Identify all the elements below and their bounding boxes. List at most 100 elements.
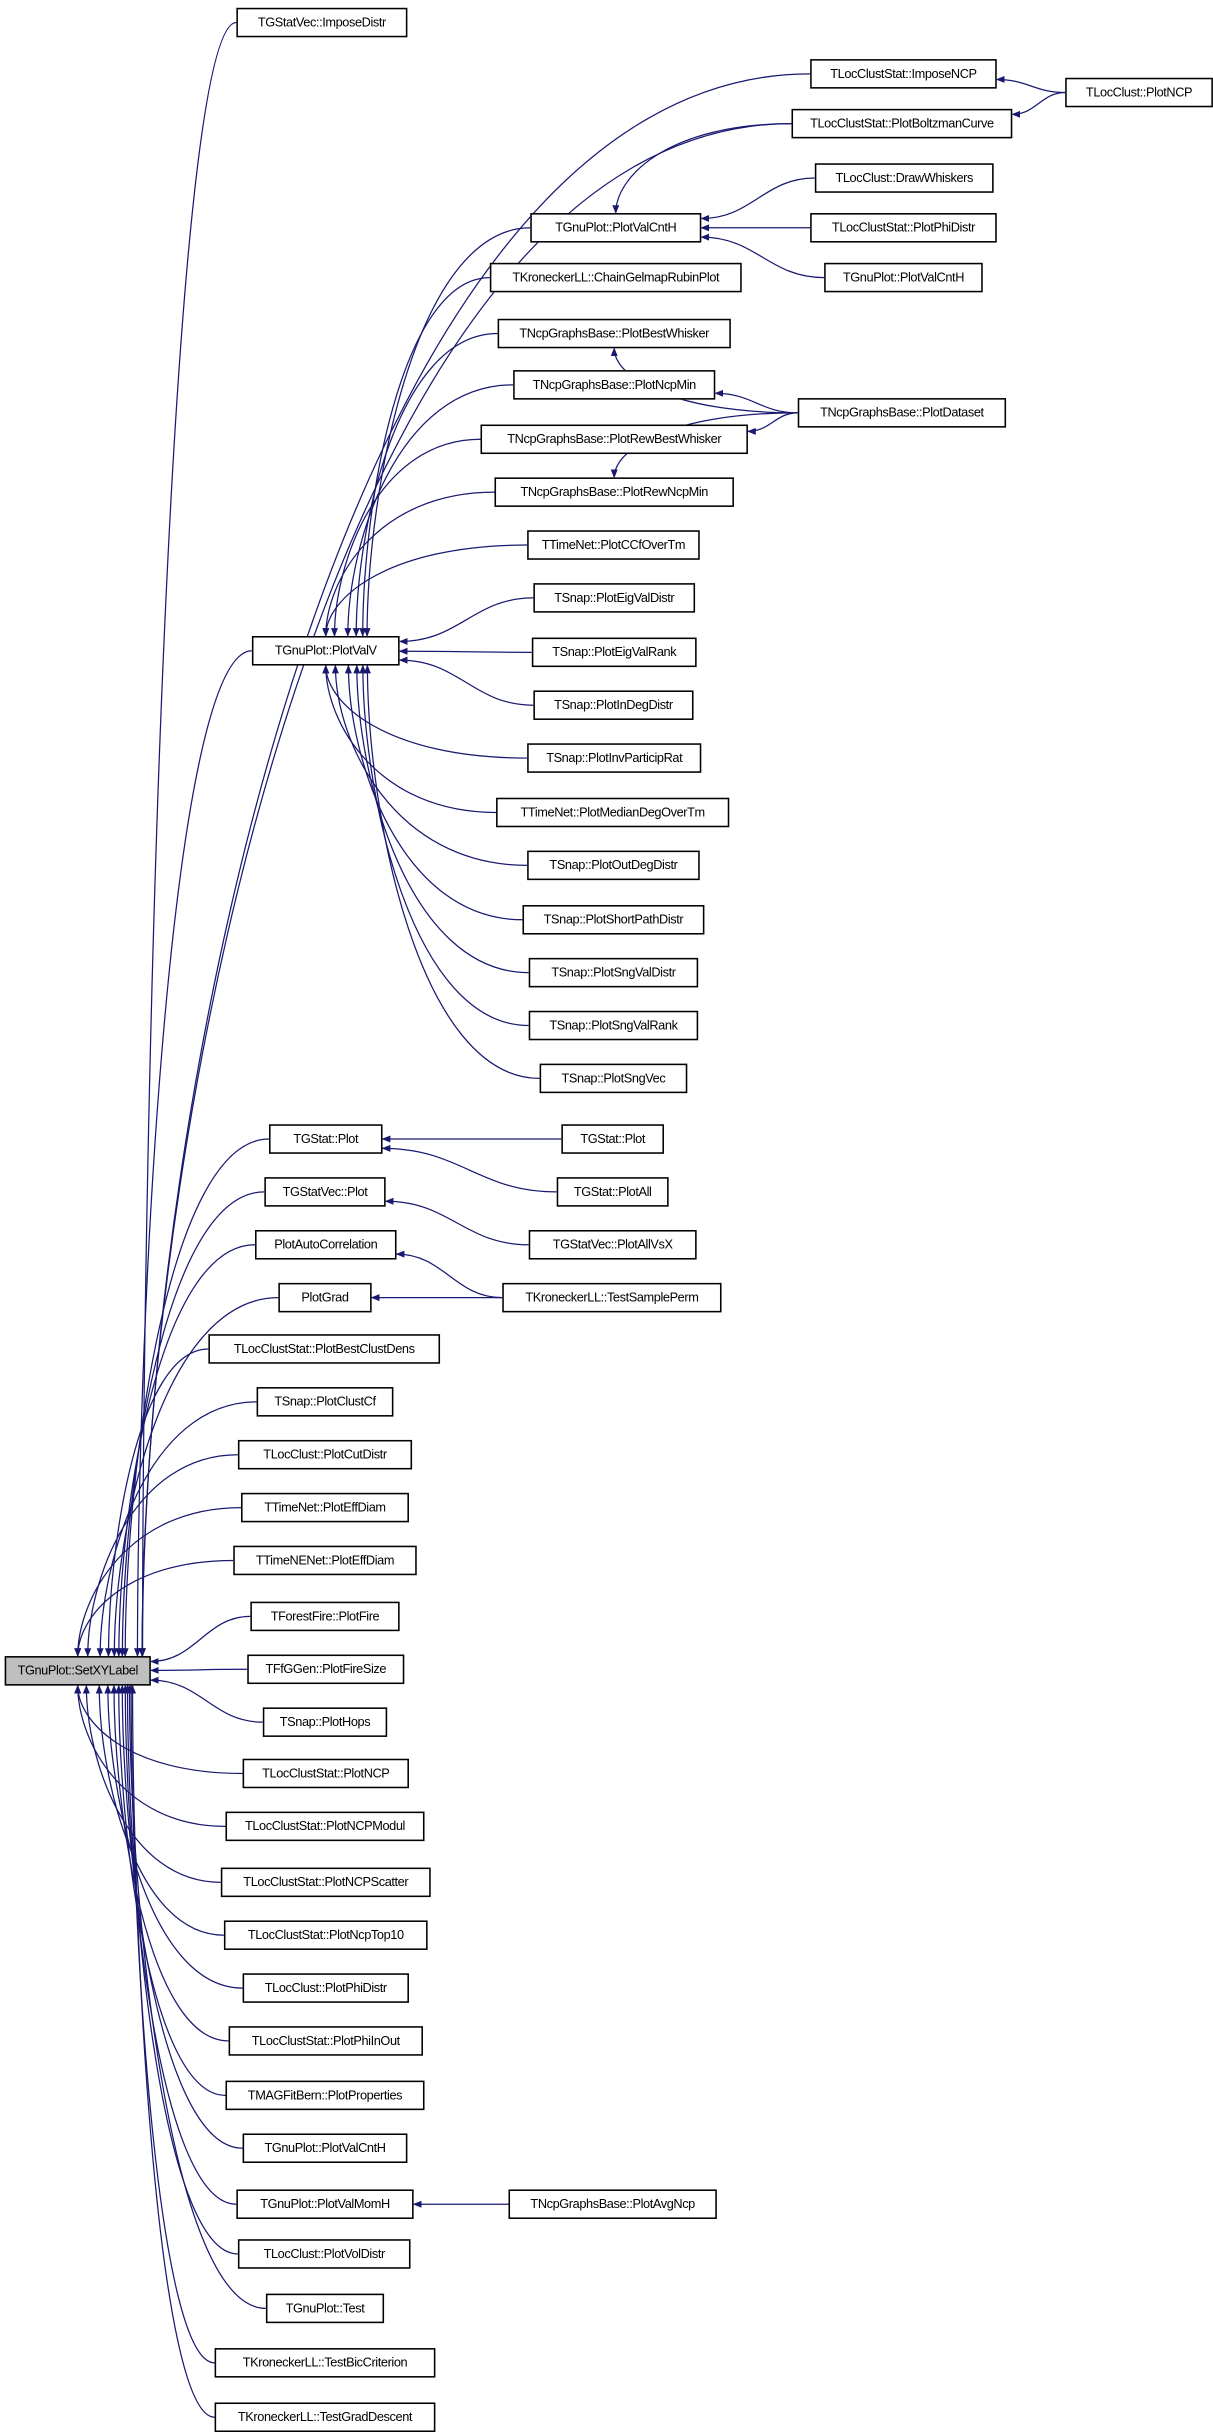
edge-lcs_boltzman-to-gp_valcnth_a — [612, 123, 792, 214]
edge-plotgrad-to-setxylabel — [110, 1297, 279, 1657]
edge-gsv_plot-to-setxylabel — [118, 1191, 265, 1657]
node-tlocclust-drawwhiskers[interactable]: TLocClust::DrawWhiskers — [814, 163, 994, 193]
edge-lcs_bestclust-to-setxylabel — [104, 1348, 209, 1657]
node-tloccluststat-imposencp[interactable]: TLocClustStat::ImposeNCP — [810, 59, 997, 89]
node-ttimenenet-ploteffdiam[interactable]: TTimeNENet::PlotEffDiam — [233, 1545, 417, 1576]
node-tgstat-plotall[interactable]: TGStat::PlotAll — [556, 1177, 669, 1207]
edge-gsv_allvsx-to-gsv_plot — [384, 1197, 529, 1246]
node-tsnap-plotinvparticiprat[interactable]: TSnap::PlotInvParticipRat — [527, 743, 702, 773]
node-tffggen-plotfiresize[interactable]: TFfGGen::PlotFireSize — [247, 1654, 405, 1685]
edge-ncp_rewncpmin-to-gp_plotvalv — [322, 491, 495, 637]
edge-gp_plotvalv-to-setxylabel — [133, 650, 252, 1657]
node-plotautocorrelation[interactable]: PlotAutoCorrelation — [255, 1230, 397, 1260]
edge-kll_testsample-to-autocorr — [395, 1250, 503, 1299]
edge-gp_valmomh-to-setxylabel — [121, 1684, 237, 2205]
edge-tnen_effdiam-to-setxylabel — [74, 1559, 234, 1657]
node-tsnap-plotindegdistr[interactable]: TSnap::PlotInDegDistr — [533, 690, 694, 720]
edge-gsv_imposedistr-to-setxylabel — [139, 21, 237, 1657]
node-tncpgraphsbase-plotavgncp[interactable]: TNcpGraphsBase::PlotAvgNcp — [508, 2189, 717, 2219]
edge-tn_effdiam-to-setxylabel — [74, 1506, 242, 1657]
node-tgnuplot-plotvalv[interactable]: TGnuPlot::PlotValV — [251, 635, 400, 666]
node-tncpgraphsbase-plotbestwhisker[interactable]: TNcpGraphsBase::PlotBestWhisker — [497, 318, 731, 349]
node-tgstatvec-imposedistr[interactable]: TGStatVec::ImposeDistr — [236, 7, 408, 38]
node-tloccluststat-plotphidistr[interactable]: TLocClustStat::PlotPhiDistr — [810, 213, 997, 243]
node-tlocclust-plotcutdistr[interactable]: TLocClust::PlotCutDistr — [237, 1439, 413, 1470]
node-tsnap-plothops[interactable]: TSnap::PlotHops — [262, 1707, 388, 1737]
node-tlocclust-plotphidistr[interactable]: TLocClust::PlotPhiDistr — [242, 1973, 409, 2003]
edge-sn_indeg-to-gp_plotvalv — [398, 656, 534, 706]
node-tgstat-plot[interactable]: TGStat::Plot — [269, 1124, 383, 1154]
node-tgnuplot-plotvalcnth[interactable]: TGnuPlot::PlotValCntH — [242, 2133, 408, 2164]
edge-gs_plot-to-setxylabel — [121, 1138, 270, 1657]
edge-lcs_plotncp-to-setxylabel — [74, 1684, 243, 1775]
edge-ncp_dataset-to-ncp_ncpmin — [714, 389, 798, 414]
edge-sn_eigdistr-to-gp_plotvalv — [398, 597, 534, 645]
node-tncpgraphsbase-plotrewncpmin[interactable]: TNcpGraphsBase::PlotRewNcpMin — [494, 477, 734, 507]
node-ttimenet-plotmediandegovertm[interactable]: TTimeNet::PlotMedianDegOverTm — [496, 797, 730, 828]
edge-sn_clustcf-to-setxylabel — [96, 1401, 257, 1657]
edge-lcs_ncpmodul-to-setxylabel — [74, 1684, 226, 1827]
node-tforestfire-plotfire[interactable]: TForestFire::PlotFire — [250, 1601, 400, 1632]
edge-lc_phidistr-to-setxylabel — [104, 1684, 243, 1989]
node-tgnuplot-plotvalcnth[interactable]: TGnuPlot::PlotValCntH — [530, 213, 702, 243]
node-tsnap-ploteigvaldistr[interactable]: TSnap::PlotEigValDistr — [533, 583, 696, 613]
edge-sn_invpart-to-gp_plotvalv — [322, 664, 528, 759]
node-tgnuplot-setxylabel[interactable]: TGnuPlot::SetXYLabel — [4, 1656, 151, 1686]
node-tmagfitbern-plotproperties[interactable]: TMAGFitBern::PlotProperties — [225, 2080, 425, 2111]
edge-sn_shortpath-to-gp_plotvalv — [344, 664, 523, 921]
node-tsnap-plotoutdegdistr[interactable]: TSnap::PlotOutDegDistr — [527, 850, 700, 881]
edge-lc_drawwhiskers-to-gp_valcnth_a — [700, 177, 815, 222]
edge-sn_hops-to-setxylabel — [149, 1676, 263, 1723]
node-tgstatvec-plotallvsx[interactable]: TGStatVec::PlotAllVsX — [528, 1230, 697, 1260]
node-tkroneckerll-chaingelmaprubinplot[interactable]: TKroneckerLL::ChainGelmapRubinPlot — [489, 262, 742, 293]
edge-ncp_dataset-to-ncp_rewbestwhisker — [747, 412, 798, 435]
edge-lcs_boltzman-to-setxylabel — [138, 123, 792, 1657]
edge-lcs_phiinout-to-setxylabel — [110, 1684, 229, 2042]
node-tsnap-plotshortpathdistr[interactable]: TSnap::PlotShortPathDistr — [522, 905, 705, 935]
node-tncpgraphsbase-plotrewbestwhisker[interactable]: TNcpGraphsBase::PlotRewBestWhisker — [480, 424, 748, 455]
node-tgstat-plot[interactable]: TGStat::Plot — [561, 1124, 664, 1154]
node-tlocclust-plotncp[interactable]: TLocClust::PlotNCP — [1065, 77, 1213, 108]
edge-kll_graddesc-to-setxylabel — [129, 1684, 215, 2418]
edge-gs_plotall-to-gs_plot — [381, 1144, 557, 1193]
edge-sn_eigrank-to-gp_plotvalv — [398, 647, 532, 655]
edge-ffg_firesize-to-setxylabel — [149, 1666, 248, 1674]
node-tloccluststat-plotbestclustdens[interactable]: TLocClustStat::PlotBestClustDens — [208, 1334, 441, 1364]
node-tgstatvec-plot[interactable]: TGStatVec::Plot — [264, 1177, 386, 1207]
node-tkroneckerll-testbiccriterion[interactable]: TKroneckerLL::TestBicCriterion — [214, 2348, 436, 2378]
node-tncpgraphsbase-plotdataset[interactable]: TNcpGraphsBase::PlotDataset — [797, 398, 1007, 428]
node-tsnap-plotsngvalrank[interactable]: TSnap::PlotSngValRank — [528, 1010, 699, 1041]
node-tsnap-ploteigvalrank[interactable]: TSnap::PlotEigValRank — [531, 637, 697, 668]
node-tgnuplot-plotvalcnth[interactable]: TGnuPlot::PlotValCntH — [824, 262, 983, 293]
node-tkroneckerll-testsampleperm[interactable]: TKroneckerLL::TestSamplePerm — [502, 1282, 722, 1313]
edge-lc_voldistr-to-setxylabel — [123, 1684, 238, 2255]
node-ttimenet-ploteffdiam[interactable]: TTimeNet::PlotEffDiam — [241, 1492, 409, 1523]
node-tloccluststat-plotncp[interactable]: TLocClustStat::PlotNCP — [242, 1758, 409, 1789]
node-tlocclust-plotvoldistr[interactable]: TLocClust::PlotVolDistr — [237, 2239, 411, 2269]
node-tkroneckerll-testgraddescent[interactable]: TKroneckerLL::TestGradDescent — [214, 2402, 436, 2432]
edge-ncp_ncpmin-to-gp_plotvalv — [344, 384, 514, 637]
edge-tn_ccf-to-gp_plotvalv — [322, 544, 528, 637]
node-tgnuplot-test[interactable]: TGnuPlot::Test — [265, 2293, 385, 2324]
node-tsnap-plotsngvec[interactable]: TSnap::PlotSngVec — [539, 1063, 688, 1094]
node-tloccluststat-plotboltzmancurve[interactable]: TLocClustStat::PlotBoltzmanCurve — [791, 108, 1013, 139]
node-ttimenet-plotccfovertm[interactable]: TTimeNet::PlotCCfOverTm — [527, 530, 700, 560]
node-plotgrad[interactable]: PlotGrad — [278, 1282, 372, 1313]
edge-lc_plotncp-to-lcs_imposencp — [995, 75, 1066, 94]
edge-sn_sngrank-to-gp_plotvalv — [359, 664, 529, 1027]
edge-kll_chain-to-gp_plotvalv — [359, 276, 490, 637]
node-tloccluststat-plotncpmodul[interactable]: TLocClustStat::PlotNCPModul — [225, 1811, 425, 1842]
edge-gp_valcnth_c-to-setxylabel — [118, 1684, 243, 2149]
node-tsnap-plotclustcf[interactable]: TSnap::PlotClustCf — [256, 1387, 394, 1417]
edge-sn_sngvec-to-gp_plotvalv — [363, 664, 540, 1080]
node-tloccluststat-plotncptop10[interactable]: TLocClustStat::PlotNcpTop10 — [223, 1920, 428, 1950]
node-tgnuplot-plotvalmomh[interactable]: TGnuPlot::PlotValMomH — [236, 2189, 414, 2219]
node-tsnap-plotsngvaldistr[interactable]: TSnap::PlotSngValDistr — [528, 957, 699, 988]
edge-lc_cutdistr-to-setxylabel — [84, 1454, 238, 1657]
node-tloccluststat-plotncpscatter[interactable]: TLocClustStat::PlotNCPScatter — [220, 1867, 431, 1898]
edge-tn_mediandeg-to-gp_plotvalv — [322, 664, 497, 814]
node-tncpgraphsbase-plotncpmin[interactable]: TNcpGraphsBase::PlotNcpMin — [513, 370, 716, 400]
node-tloccluststat-plotphiinout[interactable]: TLocClustStat::PlotPhiInOut — [228, 2026, 423, 2056]
edge-lcs_ncpscatter-to-setxylabel — [82, 1684, 221, 1883]
